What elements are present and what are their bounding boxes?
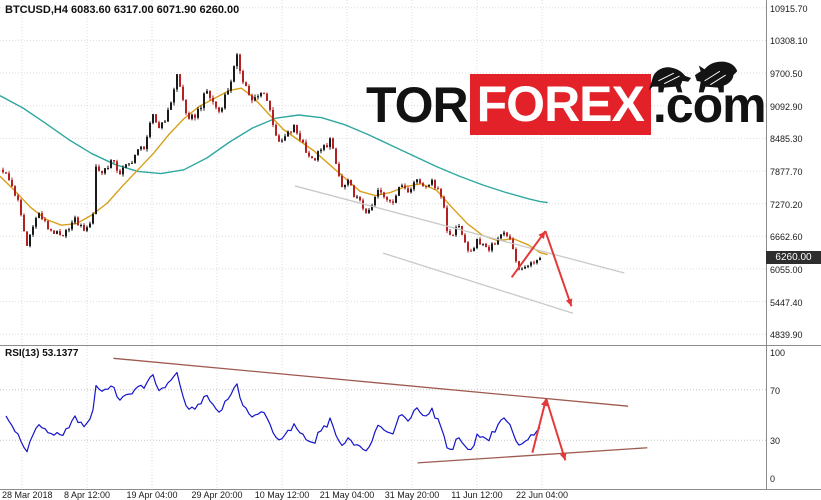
price-tick-label: 9092.90 [770, 101, 803, 112]
symbol-quote-header: BTCUSD,H4 6083.60 6317.00 6071.90 6260.0… [5, 4, 240, 16]
time-tick-label: 19 Apr 04:00 [126, 490, 178, 500]
time-axis[interactable]: 28 Mar 2018 8 Apr 12:00 19 Apr 04:00 29 Apr… [0, 490, 821, 500]
time-tick-label: 29 Apr 20:00 [191, 490, 243, 500]
candlestick-chart-canvas[interactable] [0, 0, 766, 345]
time-tick-label: 22 Jun 04:00 [515, 490, 569, 500]
time-tick-label: 11 Jun 12:00 [451, 490, 503, 500]
price-tick-label: 4839.90 [770, 330, 803, 341]
rsi-indicator-label: RSI(13) 53.1377 [5, 348, 79, 359]
main-price-panel[interactable] [0, 0, 766, 345]
bottom-divider [0, 489, 821, 490]
rsi-tick-label: 70 [770, 385, 781, 396]
watermark-text-tor: TOR [366, 76, 469, 133]
price-tick-label: 8485.30 [770, 134, 803, 145]
rsi-chart-canvas[interactable] [0, 346, 766, 489]
bull-bear-icon [648, 61, 738, 93]
price-tick-label: 6055.00 [770, 264, 803, 275]
current-price-tag: 6260.00 [766, 250, 821, 264]
price-tick-label: 7877.70 [770, 167, 803, 177]
rsi-indicator-panel[interactable] [0, 346, 766, 489]
panel-divider[interactable] [0, 345, 821, 346]
price-tick-label: 10308.10 [770, 36, 808, 47]
price-tick-label: 5447.40 [770, 297, 803, 308]
watermark-text-forex: FOREX [469, 74, 651, 135]
rsi-tick-label: 100 [770, 348, 786, 358]
rsi-tick-label: 0 [770, 474, 776, 484]
time-tick-label: 8 Apr 12:00 [63, 490, 111, 500]
time-tick-label: 31 May 20:00 [384, 490, 440, 500]
axis-separator-line [766, 0, 767, 489]
rsi-tick-label: 30 [770, 436, 781, 447]
price-tick-label: 7270.20 [770, 199, 803, 210]
price-tick-label: 10915.70 [770, 3, 808, 14]
time-tick-label: 28 Mar 2018 [2, 490, 53, 500]
price-axis[interactable]: 10915.70 10308.10 9700.50 9092.90 8485.30 787… [767, 0, 821, 489]
time-tick-label: 10 May 12:00 [254, 490, 310, 500]
time-tick-label: 21 May 04:00 [319, 490, 375, 500]
price-tick-label: 6662.60 [770, 232, 803, 243]
price-tick-label: 9700.50 [770, 69, 803, 80]
